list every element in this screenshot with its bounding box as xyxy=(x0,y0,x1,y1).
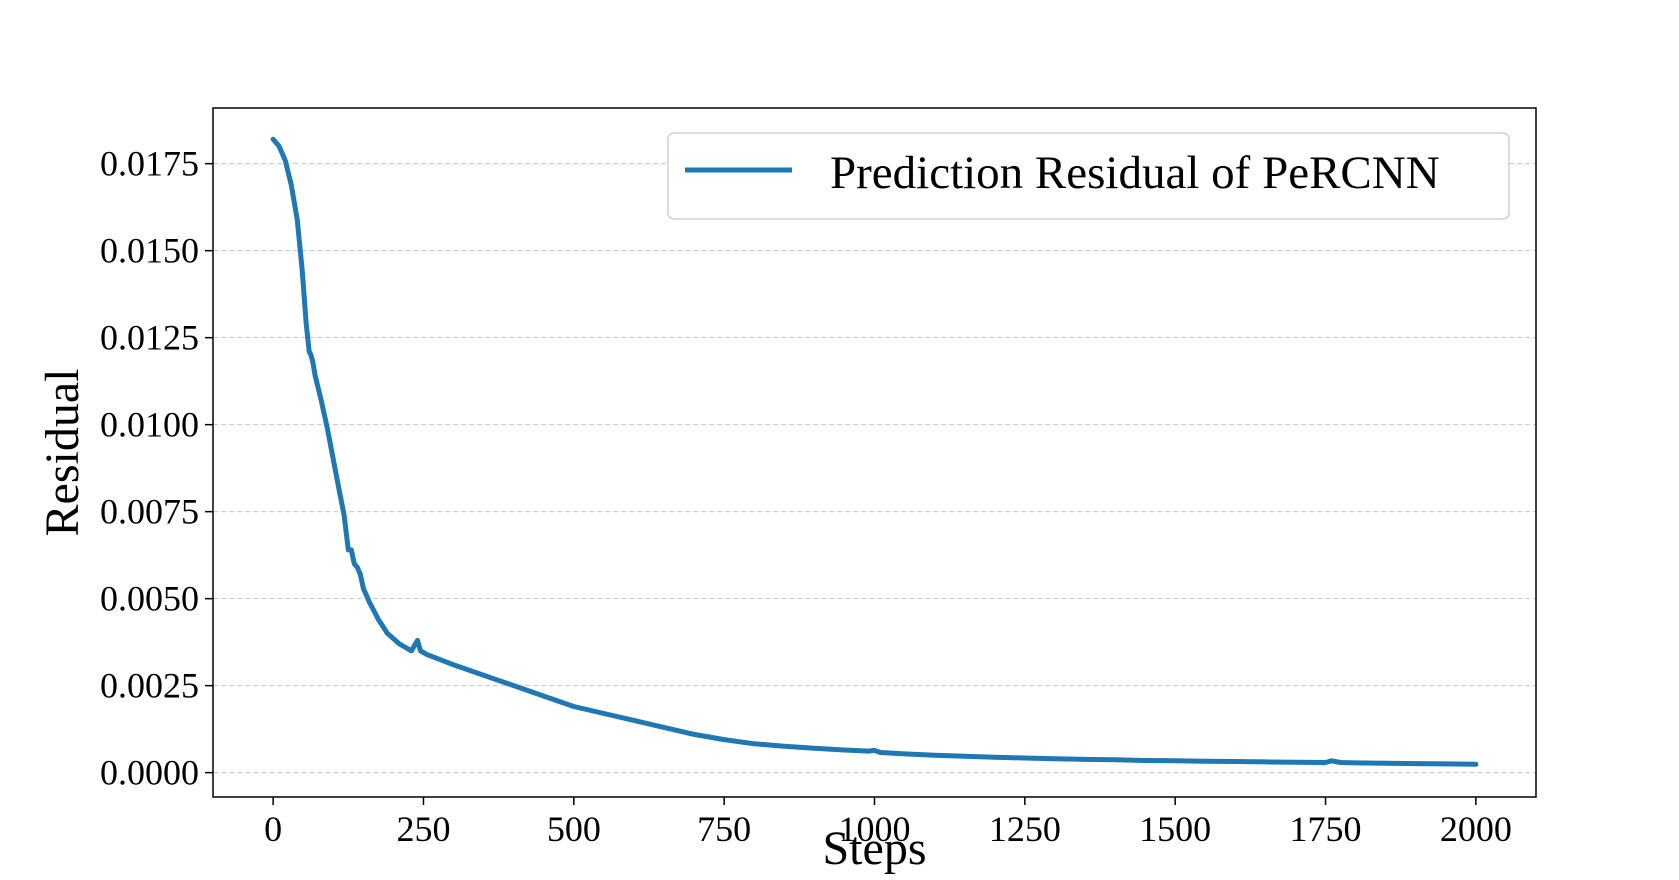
y-tick-label: 0.0050 xyxy=(100,579,199,619)
x-tick-label: 0 xyxy=(264,809,282,849)
series-lines xyxy=(270,136,1479,767)
series-line xyxy=(270,136,1479,767)
y-tick-label: 0.0025 xyxy=(100,666,199,706)
legend-label: Prediction Residual of PeRCNN xyxy=(830,147,1440,199)
x-tick-label: 1500 xyxy=(1139,809,1211,849)
x-tick-label: 2000 xyxy=(1440,809,1512,849)
y-tick-label: 0.0000 xyxy=(100,753,199,793)
x-tick-label: 1000 xyxy=(839,809,911,849)
y-tick-label: 0.0100 xyxy=(100,405,199,445)
x-tick-label: 500 xyxy=(547,809,601,849)
y-tick-label: 0.0175 xyxy=(100,144,199,184)
y-tick-label: 0.0075 xyxy=(100,492,199,532)
y-tick-label: 0.0150 xyxy=(100,231,199,271)
x-tick-label: 750 xyxy=(697,809,751,849)
x-axis-title: Steps xyxy=(822,822,926,875)
gridlines xyxy=(213,163,1536,774)
x-tick-label: 250 xyxy=(396,809,450,849)
legend-box xyxy=(667,132,1510,220)
x-tick-label: 1250 xyxy=(989,809,1061,849)
legend: Prediction Residual of PeRCNN xyxy=(667,132,1510,220)
y-axis-title: Residual xyxy=(36,369,89,537)
x-axis: 0 250 500 750 1000 1250 1500 1750 2000 xyxy=(264,797,1512,849)
y-tick-label: 0.0125 xyxy=(100,318,199,358)
x-tick-label: 1750 xyxy=(1290,809,1362,849)
y-axis: 0.0000 0.0025 0.0050 0.0075 0.0100 0.0125 0.01… xyxy=(100,144,213,793)
